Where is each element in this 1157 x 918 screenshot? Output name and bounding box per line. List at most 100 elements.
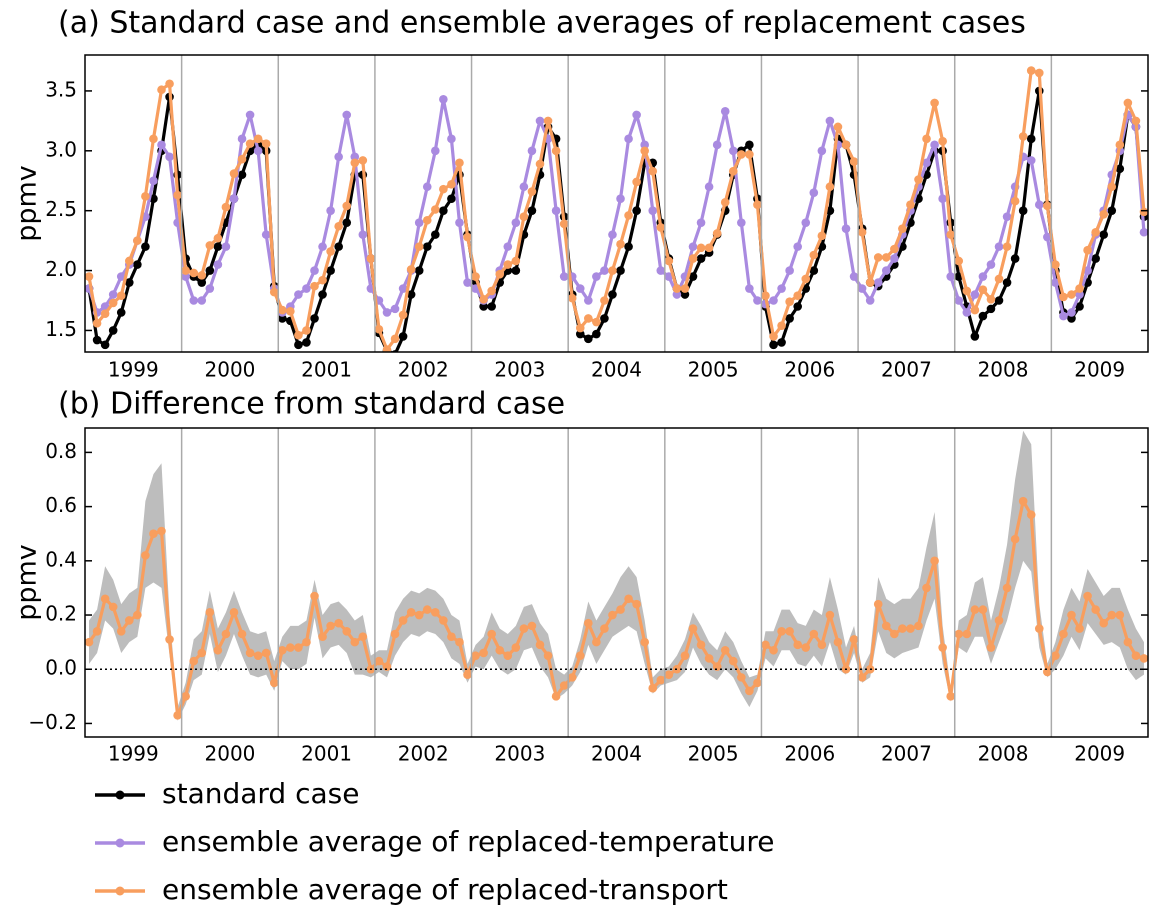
point — [447, 180, 456, 189]
y-tick-label: 2.5 — [45, 197, 77, 221]
point — [92, 318, 102, 328]
x-tick-label: 1999 — [108, 358, 159, 382]
point — [761, 640, 770, 650]
point — [334, 152, 343, 162]
point — [608, 610, 617, 620]
point — [261, 230, 271, 239]
point — [664, 272, 674, 281]
point — [962, 629, 972, 639]
point — [970, 605, 980, 614]
point — [994, 616, 1004, 625]
point — [624, 594, 633, 604]
point — [431, 230, 440, 239]
point — [1010, 534, 1020, 544]
point — [358, 230, 368, 239]
point — [890, 629, 899, 639]
point — [1010, 196, 1020, 206]
point — [213, 260, 223, 269]
point — [535, 159, 545, 169]
point — [92, 626, 102, 636]
point — [100, 594, 110, 604]
point — [519, 182, 529, 192]
point — [116, 626, 126, 636]
point — [133, 236, 142, 245]
point — [181, 272, 190, 281]
point — [527, 621, 537, 631]
point — [245, 110, 255, 120]
point — [205, 241, 215, 250]
point — [318, 275, 327, 285]
point — [374, 324, 384, 334]
point — [1051, 278, 1060, 287]
point — [1091, 254, 1100, 263]
point — [1139, 654, 1148, 663]
point — [374, 656, 384, 666]
point — [881, 621, 891, 631]
point — [382, 308, 392, 317]
x-tick-label: 2002 — [398, 358, 449, 382]
point — [100, 340, 110, 350]
point — [970, 290, 980, 299]
point — [1099, 618, 1109, 628]
point — [85, 272, 94, 281]
x-tick-label: 2007 — [881, 742, 932, 766]
point — [487, 286, 496, 296]
point — [414, 610, 424, 620]
point — [575, 651, 585, 660]
point — [624, 134, 633, 144]
x-tick-label: 2004 — [591, 358, 642, 382]
point — [865, 296, 875, 305]
point — [656, 223, 666, 232]
point — [769, 340, 778, 350]
point — [189, 268, 199, 278]
point — [277, 305, 287, 315]
point — [825, 182, 835, 192]
point — [696, 243, 706, 253]
point — [326, 247, 335, 256]
point — [551, 692, 561, 701]
point — [1139, 207, 1148, 217]
point — [463, 278, 472, 287]
point — [447, 134, 456, 144]
y-tick-label: 0.4 — [45, 547, 77, 571]
x-tick-label: 2006 — [784, 358, 835, 382]
point — [294, 643, 303, 652]
point — [108, 326, 118, 335]
point — [567, 293, 577, 303]
point — [704, 243, 714, 253]
point — [342, 201, 352, 211]
point — [978, 285, 988, 295]
point — [294, 290, 303, 299]
point — [817, 640, 827, 650]
point — [584, 314, 593, 323]
point — [616, 266, 625, 275]
point — [1026, 134, 1036, 144]
x-tick-label: 2003 — [494, 358, 545, 382]
point — [1018, 496, 1028, 506]
point — [422, 242, 432, 251]
point — [575, 284, 585, 293]
point — [439, 184, 448, 194]
point — [986, 295, 996, 304]
point — [616, 605, 625, 614]
point — [277, 645, 287, 655]
point — [334, 618, 343, 628]
point — [688, 254, 698, 263]
point — [559, 272, 569, 281]
point — [906, 200, 915, 209]
point — [712, 140, 722, 150]
point — [269, 678, 279, 688]
point — [890, 254, 899, 263]
point — [873, 278, 883, 287]
panel-title: (a) Standard case and ensemble averages … — [58, 6, 1026, 41]
point — [986, 260, 996, 269]
point — [592, 329, 601, 339]
point — [535, 116, 545, 126]
point — [511, 643, 521, 652]
point — [294, 340, 303, 350]
point — [269, 287, 279, 297]
legend-marker — [115, 886, 125, 896]
point — [1067, 610, 1076, 620]
legend-label: ensemble average of replaced-temperature — [162, 825, 775, 858]
point — [181, 266, 190, 275]
